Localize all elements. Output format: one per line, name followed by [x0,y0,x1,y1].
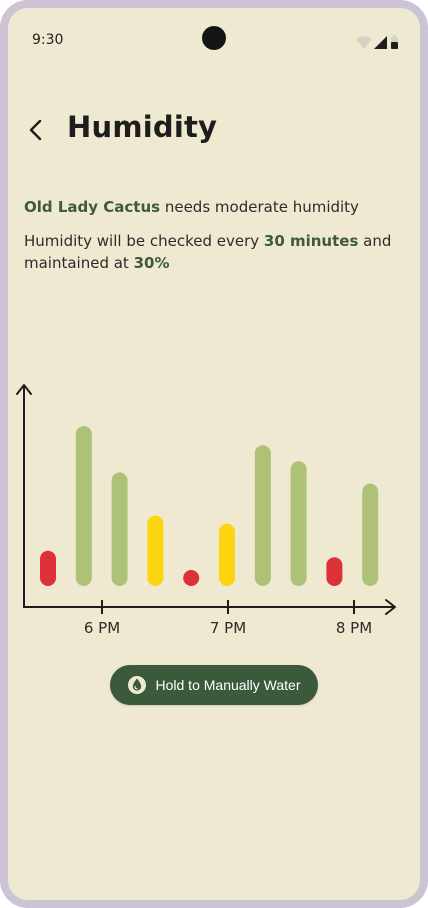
manual-water-label: Hold to Manually Water [155,677,301,693]
water-drop-icon [127,676,146,694]
x-tick-label: 7 PM [210,619,246,637]
humidity-bar [40,550,56,586]
x-ticks: 6 PM 7 PM 8 PM [84,600,372,637]
status-bar: 9:30 [8,8,420,68]
x-tick-label: 6 PM [84,619,120,637]
humidity-need-text: Old Lady Cactus needs moderate humidity [24,196,404,218]
battery-icon [391,35,398,49]
humidity-chart: 6 PM 7 PM 8 PM [16,384,396,637]
humidity-bar [362,483,379,586]
x-tick-label: 8 PM [336,619,372,637]
humidity-bar [183,570,200,586]
humidity-bar [147,515,164,586]
humidity-bar [111,472,128,586]
status-icons [356,35,398,49]
humidity-bar [219,523,235,586]
y-axis-arrow [16,384,32,395]
humidity-bar [254,445,271,586]
humidity-bar [290,461,307,586]
wifi-icon [356,36,372,49]
schedule-mid: and maintained at [24,232,392,272]
humidity-bar [75,426,92,586]
humidity-schedule-text: Humidity will be checked every 30 minute… [24,230,404,274]
chevron-left-icon [29,119,42,141]
x-axis-arrow [385,599,396,615]
manual-water-button[interactable]: Hold to Manually Water [110,665,318,705]
plant-name: Old Lady Cactus [24,198,161,216]
target-humidity: 30% [133,254,170,272]
back-button[interactable] [18,112,54,148]
status-time: 9:30 [32,32,64,48]
humidity-bar [326,557,343,586]
page-title: Humidity [67,110,218,144]
chart-bars [40,426,379,586]
signal-icon [374,36,387,49]
camera-cutout [202,26,226,50]
schedule-prefix: Humidity will be checked every [24,232,264,250]
humidity-need-rest: needs moderate humidity [160,198,359,216]
check-interval: 30 minutes [263,232,359,250]
